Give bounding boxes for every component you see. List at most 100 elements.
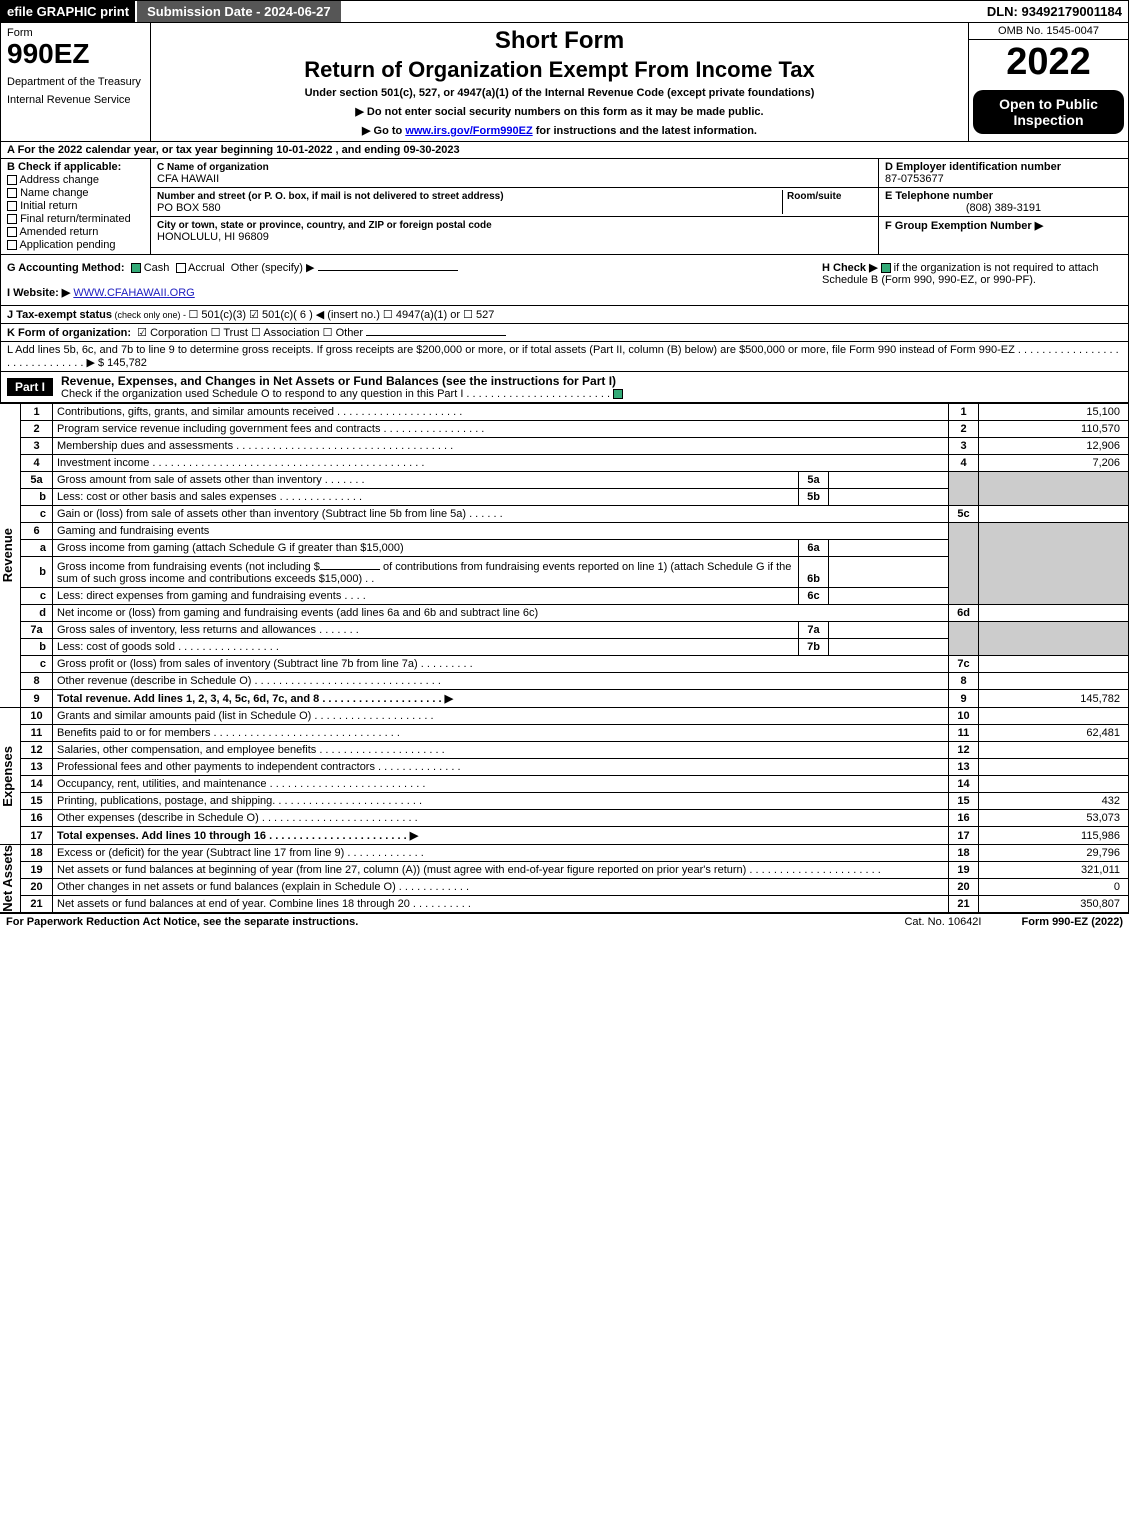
line-1: Revenue 1 Contributions, gifts, grants, … [0,404,1129,421]
form-number: 990EZ [7,39,144,70]
l14-desc: Occupancy, rent, utilities, and maintena… [53,776,949,793]
l2-val: 110,570 [979,421,1129,438]
chk-amended-return[interactable]: Amended return [7,226,144,238]
chk-application-pending[interactable]: Application pending [7,239,144,251]
sec-a-end: 09-30-2023 [403,144,459,156]
chk-initial-return[interactable]: Initial return [7,200,144,212]
k-other-blank[interactable] [366,335,506,336]
l4-num: 4 [949,455,979,472]
irs-link[interactable]: www.irs.gov/Form990EZ [405,125,532,137]
l12-val [979,742,1129,759]
efile-label[interactable]: efile GRAPHIC print [1,1,135,22]
l7b-mini: 7b [799,639,829,656]
g-other: Other (specify) ▶ [231,262,315,274]
l5a-desc: Gross amount from sale of assets other t… [53,472,799,489]
g-accrual: Accrual [188,262,225,274]
i-label: I Website: ▶ [7,287,70,299]
l20-num: 20 [949,879,979,896]
footer-right-post: (2022) [1088,916,1123,928]
l16-desc: Other expenses (describe in Schedule O) … [53,810,949,827]
lines-table: Revenue 1 Contributions, gifts, grants, … [0,403,1129,913]
l6b-blank[interactable] [320,559,380,570]
l14-num: 14 [949,776,979,793]
note-ssn: ▶ Do not enter social security numbers o… [159,105,960,118]
chk-amended-return-label: Amended return [19,226,98,238]
l7c-desc: Gross profit or (loss) from sales of inv… [53,656,949,673]
line-16: 16 Other expenses (describe in Schedule … [0,810,1129,827]
part1-check[interactable] [613,389,623,399]
org-city: HONOLULU, HI 96809 [157,231,269,243]
l7a-mini: 7a [799,622,829,639]
footer-left: For Paperwork Reduction Act Notice, see … [6,916,358,928]
line-19: 19 Net assets or fund balances at beginn… [0,862,1129,879]
l4-desc: Investment income . . . . . . . . . . . … [53,455,949,472]
note-link: ▶ Go to www.irs.gov/Form990EZ for instru… [159,124,960,137]
chk-accrual[interactable] [176,263,186,273]
section-a: A For the 2022 calendar year, or tax yea… [0,142,1129,159]
d-label: D Employer identification number [885,161,1061,173]
line-17: 17 Total expenses. Add lines 10 through … [0,827,1129,845]
l-text: L Add lines 5b, 6c, and 7b to line 9 to … [7,344,1119,369]
sections-gh: G Accounting Method: Cash Accrual Other … [0,255,1129,306]
line-2: 2 Program service revenue including gove… [0,421,1129,438]
l12-desc: Salaries, other compensation, and employ… [53,742,949,759]
l6b-desc1: Gross income from fundraising events (no… [57,561,320,573]
l9-val: 145,782 [979,690,1129,708]
footer-catno: Cat. No. 10642I [904,916,981,928]
l6b-desc: Gross income from fundraising events (no… [53,557,799,588]
l13-desc: Professional fees and other payments to … [53,759,949,776]
chk-schedule-b[interactable] [881,263,891,273]
top-bar: efile GRAPHIC print Submission Date - 20… [0,0,1129,23]
submission-date: Submission Date - 2024-06-27 [135,1,341,22]
g-other-blank[interactable] [318,270,458,271]
l13-num: 13 [949,759,979,776]
l1-num: 1 [949,404,979,421]
line-13: 13 Professional fees and other payments … [0,759,1129,776]
chk-final-return[interactable]: Final return/terminated [7,213,144,225]
section-g: G Accounting Method: Cash Accrual Other … [7,261,822,299]
l21-num: 21 [949,896,979,913]
l5b-desc: Less: cost or other basis and sales expe… [53,489,799,506]
l-val: 145,782 [107,357,147,369]
l20-no: 20 [21,879,53,896]
short-form-title: Short Form [159,27,960,55]
l9-no: 9 [21,690,53,708]
part1-header-row: Part I Revenue, Expenses, and Changes in… [0,372,1129,403]
l6c-mini: 6c [799,588,829,605]
l16-num: 16 [949,810,979,827]
line-7c: c Gross profit or (loss) from sales of i… [0,656,1129,673]
l10-no: 10 [21,708,53,725]
l6c-mini-val [829,588,949,605]
website-link[interactable]: WWW.CFAHAWAII.ORG [73,287,194,299]
h-prefix: H Check ▶ [822,262,881,274]
line-7a: 7a Gross sales of inventory, less return… [0,622,1129,639]
chk-cash[interactable] [131,263,141,273]
l10-desc: Grants and similar amounts paid (list in… [53,708,949,725]
footer-right-bold: 990-EZ [1052,916,1088,928]
l7c-val [979,656,1129,673]
chk-address-change-label: Address change [19,174,99,186]
k-label: K Form of organization: [7,327,131,339]
sections-def: D Employer identification number 87-0753… [878,159,1128,254]
l9-desc: Total revenue. Add lines 1, 2, 3, 4, 5c,… [53,690,949,708]
header-center: Short Form Return of Organization Exempt… [151,23,968,141]
j-opts: ☐ 501(c)(3) ☑ 501(c)( 6 ) ◀ (insert no.)… [188,309,494,321]
l11-desc: Benefits paid to or for members . . . . … [53,725,949,742]
footer-right-pre: Form [1022,916,1053,928]
l6d-desc: Net income or (loss) from gaming and fun… [53,605,949,622]
l6a-mini-val [829,540,949,557]
sec-a-prefix: A For the 2022 calendar year, or tax yea… [7,144,276,156]
l17-desc-b: Total expenses. Add lines 10 through 16 … [57,830,418,842]
l5b-mini-val [829,489,949,506]
chk-name-change[interactable]: Name change [7,187,144,199]
l8-val [979,673,1129,690]
k-opts: ☑ Corporation ☐ Trust ☐ Association ☐ Ot… [137,327,363,339]
l6c-desc: Less: direct expenses from gaming and fu… [53,588,799,605]
chk-address-change[interactable]: Address change [7,174,144,186]
chk-application-pending-label: Application pending [19,239,115,251]
g-cash: Cash [144,262,170,274]
l6d-no: d [21,605,53,622]
l20-desc: Other changes in net assets or fund bala… [53,879,949,896]
open-to-public: Open to Public Inspection [973,90,1124,134]
section-b: B Check if applicable: Address change Na… [1,159,151,254]
